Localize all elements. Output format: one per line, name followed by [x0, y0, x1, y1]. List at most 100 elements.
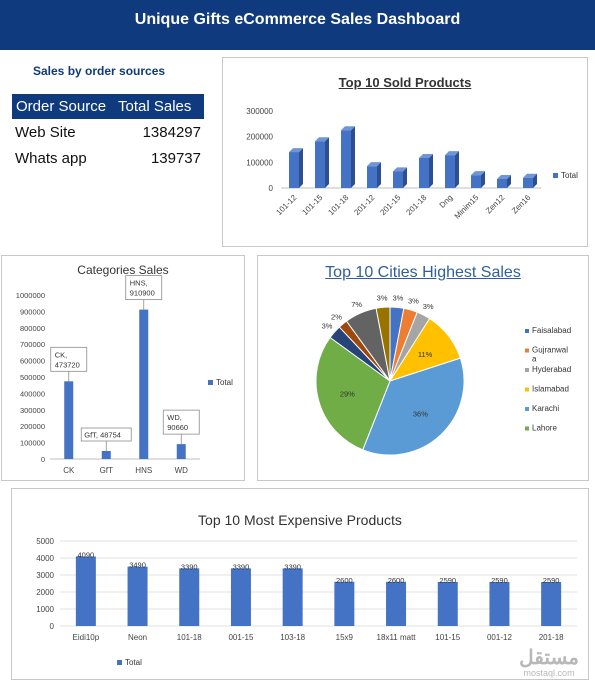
legend-label: Faisalabad [532, 326, 571, 335]
x-tick-label: 201-15 [378, 193, 402, 217]
expensive-panel: Top 10 Most Expensive Products 0 1000 2000… [11, 488, 589, 680]
bar [445, 155, 455, 188]
bar [471, 175, 481, 188]
watermark: مستقل mostaql.com [519, 648, 579, 678]
bar [75, 556, 96, 626]
y-tick-label: 200000 [246, 133, 273, 142]
data-label: 3390 [181, 562, 198, 571]
x-tick-label: 201-18 [404, 193, 428, 217]
bar [393, 171, 403, 188]
pie-data-label: 3% [423, 302, 434, 311]
bar [282, 568, 303, 626]
x-tick-label: 101-12 [274, 193, 298, 217]
y-tick-label: 5000 [36, 537, 54, 546]
legend-swatch [525, 368, 529, 372]
order-source-cell: Whats app [15, 149, 87, 167]
bar-top [419, 153, 433, 158]
x-tick-label: 101-18 [177, 633, 202, 642]
pie-data-label: 3% [392, 293, 403, 302]
legend-label: Total [216, 378, 233, 387]
legend-swatch [525, 426, 529, 431]
data-label: 3390 [284, 562, 301, 571]
watermark-arabic: مستقل [519, 647, 579, 669]
pie-data-label: 2% [331, 312, 342, 321]
categories-title: Categories Sales [77, 263, 169, 277]
y-tick-label: 0 [269, 184, 274, 193]
data-label: 4090 [78, 550, 95, 559]
bar [386, 581, 407, 626]
expensive-legend: Total [117, 658, 142, 667]
bar-side [403, 167, 407, 188]
data-label-box [80, 427, 132, 442]
bar [230, 568, 251, 626]
pie-slice [315, 336, 391, 451]
y-tick-label: 400000 [20, 389, 45, 398]
bar-top [289, 148, 303, 153]
cities-chart: 3% 3%3%11%36%29%3%2%7%3%FaisalabadGujranw… [315, 293, 571, 456]
y-tick-label: 700000 [20, 340, 45, 349]
data-label: 3390 [233, 562, 250, 571]
legend-label: a [532, 355, 537, 364]
cities-title: Top 10 Cities Highest Sales [325, 264, 521, 281]
bar [541, 581, 562, 626]
bar-top [367, 162, 381, 167]
top-sold-legend: Total [553, 171, 578, 180]
bar [315, 141, 325, 188]
bar-side [455, 151, 459, 188]
column-header-order-source: Order Source [12, 94, 114, 119]
bar [139, 309, 149, 459]
x-tick-label: 201-18 [539, 633, 564, 642]
legend-swatch [553, 173, 558, 179]
bar-side [429, 153, 433, 188]
x-tick-label: Zen16 [510, 193, 533, 216]
data-label-box [125, 275, 163, 301]
x-tick-label: 103-18 [280, 633, 305, 642]
data-label: 2590 [439, 576, 456, 585]
legend-label: Total [125, 658, 142, 667]
bar-top [523, 173, 537, 178]
data-label: 2600 [336, 576, 353, 585]
table-row: Web Site 1384297 [12, 119, 204, 145]
total-sales-cell: 139737 [150, 149, 201, 167]
bar [419, 157, 429, 188]
y-tick-label: 600000 [20, 357, 45, 366]
bar [176, 444, 186, 459]
x-tick-label: 001-15 [228, 633, 253, 642]
x-tick-label: 15x9 [336, 633, 354, 642]
x-tick-label: 201-12 [352, 193, 376, 217]
legend-label: Hyderabad [532, 365, 571, 374]
data-label: 910900 [130, 289, 155, 298]
bar-side [507, 175, 511, 188]
bar [523, 177, 533, 188]
bar-side [325, 137, 329, 188]
bar-top [497, 175, 511, 180]
x-tick-label: Zen12 [484, 193, 507, 216]
categories-panel: Categories Sales 0 100000 200000 300000 4000… [1, 255, 245, 481]
data-label: 90660 [167, 423, 188, 432]
watermark-latin: mostaql.com [523, 668, 575, 678]
x-tick-label: Dng [438, 193, 455, 210]
categories-legend: Total [208, 378, 233, 387]
bar [497, 179, 507, 188]
order-sources-table: Order Source Total Sales Web Site 138429… [12, 94, 204, 171]
bar [64, 381, 74, 459]
column-header-total-sales: Total Sales [114, 94, 204, 119]
x-tick-label: 101-15 [435, 633, 460, 642]
y-tick-label: 100000 [246, 158, 273, 167]
data-label: 473720 [55, 360, 80, 369]
data-label: CK, [55, 350, 68, 359]
x-tick-label: 101-15 [300, 193, 324, 217]
y-tick-label: 1000000 [16, 291, 45, 300]
expensive-title: Top 10 Most Expensive Products [198, 512, 402, 528]
pie-data-label: 3% [408, 296, 419, 305]
y-tick-label: 200000 [20, 422, 45, 431]
data-label: 2590 [491, 576, 508, 585]
x-tick-label: Eidi10p [73, 633, 100, 642]
pie-data-label: 3% [377, 293, 388, 302]
pie-data-label: 29% [340, 389, 355, 398]
bar [341, 130, 351, 188]
bar [101, 451, 111, 459]
legend-label: Total [561, 171, 578, 180]
bar-side [533, 173, 537, 188]
legend-swatch [117, 660, 122, 666]
